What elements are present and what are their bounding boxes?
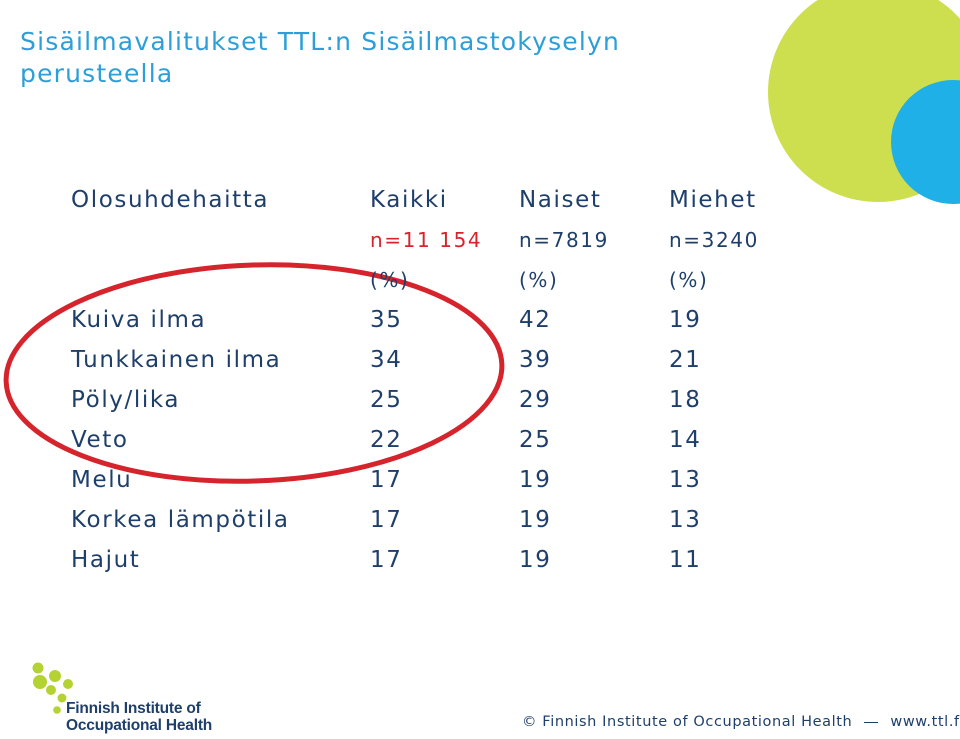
row-miehet: 21 — [669, 347, 702, 373]
footer-copyright: © Finnish Institute of Occupational Heal… — [522, 714, 853, 730]
deco-green-circle — [768, 0, 960, 202]
unit-kaikki: (%) — [370, 268, 410, 292]
row-label: Pöly/lika — [71, 387, 181, 413]
row-label: Hajut — [71, 547, 141, 573]
row-label: Korkea lämpötila — [71, 507, 290, 533]
row-kaikki: 35 — [370, 307, 403, 333]
ttl-logo-mark — [32, 662, 73, 714]
footer-dash — [864, 721, 879, 723]
row-miehet: 11 — [669, 547, 702, 573]
row-miehet: 13 — [669, 507, 702, 533]
unit-naiset: (%) — [519, 268, 559, 292]
row-label: Tunkkainen ilma — [71, 347, 282, 373]
row-naiset: 19 — [519, 547, 552, 573]
row-kaikki: 17 — [370, 547, 403, 573]
n-naiset: n=7819 — [519, 228, 609, 252]
header-olosuhdehaitta: Olosuhdehaitta — [71, 187, 270, 213]
slide-title: Sisäilmavalitukset TTL:n Sisäilmastokyse… — [20, 26, 750, 90]
header-naiset: Naiset — [519, 187, 602, 213]
unit-miehet: (%) — [669, 268, 709, 292]
footer: © Finnish Institute of Occupational Heal… — [522, 714, 960, 730]
ttl-logo-text: Finnish Institute of Occupational Health — [66, 700, 212, 734]
header-miehet: Miehet — [669, 187, 757, 213]
row-miehet: 18 — [669, 387, 702, 413]
row-kaikki: 22 — [370, 427, 403, 453]
row-kaikki: 17 — [370, 467, 403, 493]
row-naiset: 39 — [519, 347, 552, 373]
n-kaikki: n=11 154 — [370, 228, 483, 252]
n-miehet: n=3240 — [669, 228, 759, 252]
row-label: Veto — [71, 427, 129, 453]
title-line-2: perusteella — [20, 59, 174, 88]
row-miehet: 19 — [669, 307, 702, 333]
row-naiset: 19 — [519, 467, 552, 493]
header-kaikki: Kaikki — [370, 187, 448, 213]
row-kaikki: 25 — [370, 387, 403, 413]
row-miehet: 14 — [669, 427, 702, 453]
row-miehet: 13 — [669, 467, 702, 493]
logo-line-1: Finnish Institute of — [66, 700, 201, 717]
row-kaikki: 34 — [370, 347, 403, 373]
deco-blue-circle — [891, 80, 960, 204]
title-line-1: Sisäilmavalitukset TTL:n Sisäilmastokyse… — [20, 27, 621, 56]
row-naiset: 42 — [519, 307, 552, 333]
footer-url[interactable]: www.ttl.fi — [890, 714, 960, 730]
logo-line-2: Occupational Health — [66, 717, 213, 734]
row-naiset: 25 — [519, 427, 552, 453]
row-kaikki: 17 — [370, 507, 403, 533]
row-label: Melu — [71, 467, 133, 493]
row-label: Kuiva ilma — [71, 307, 207, 333]
row-naiset: 19 — [519, 507, 552, 533]
row-naiset: 29 — [519, 387, 552, 413]
